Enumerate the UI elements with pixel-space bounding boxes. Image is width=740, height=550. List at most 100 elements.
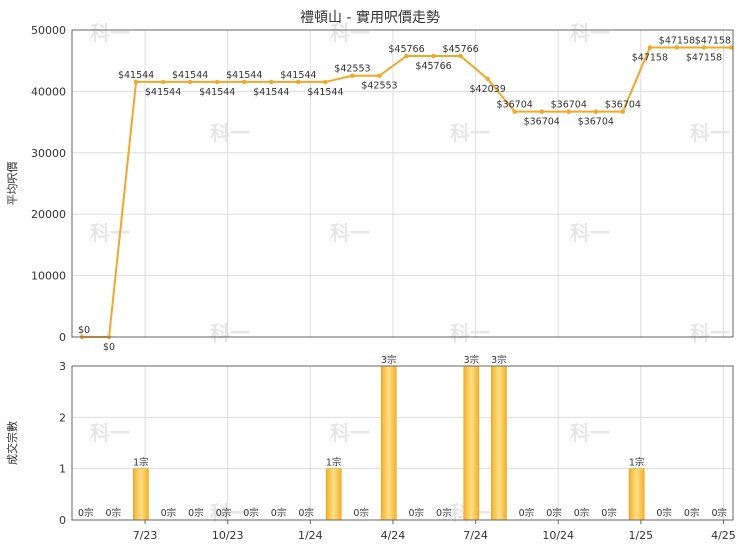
price-point [512, 109, 517, 114]
price-point [296, 79, 301, 85]
price-data-label: $47158 [695, 35, 731, 46]
watermark-text: 科一 [570, 421, 610, 445]
price-point [728, 45, 734, 50]
price-data-label: $47158 [659, 35, 695, 46]
price-point [242, 79, 247, 85]
price-data-label: $36704 [578, 117, 614, 128]
bottom-y-tick-label: 0 [59, 514, 66, 527]
price-point [620, 109, 626, 114]
axes: 0 10000 20000 30000 40000 50000 0 1 2 3 7/23 10/23 1… [31, 24, 736, 542]
bar-data-label: 3宗 [464, 354, 480, 366]
bar-data-label: 0宗 [161, 507, 177, 519]
bar-data-label: 0宗 [601, 507, 617, 519]
price-point [701, 45, 707, 50]
top-y-tick-label: 40000 [31, 85, 66, 98]
price-data-label: $45766 [415, 61, 451, 72]
price-point [404, 53, 409, 59]
watermark-text: 科一 [450, 121, 490, 145]
price-data-label: $36704 [551, 100, 587, 111]
price-point [647, 45, 653, 50]
x-tick-label: 1/24 [298, 529, 323, 542]
price-point [377, 73, 382, 78]
top-y-tick-label: 10000 [31, 270, 66, 283]
bar [325, 468, 342, 521]
bar-data-label: 0宗 [353, 507, 369, 519]
x-tick-label: 1/25 [628, 529, 653, 542]
bar-data-label: 0宗 [271, 507, 287, 519]
bar-data-label: 0宗 [216, 507, 232, 519]
price-data-label: $45766 [388, 44, 424, 55]
price-data-label: $42553 [361, 81, 397, 92]
bar-data-label: 0宗 [78, 507, 94, 519]
bar [380, 365, 397, 521]
bar-data-label: 1宗 [133, 457, 149, 469]
watermark-text: 科一 [330, 221, 370, 245]
x-tick-label: 7/23 [133, 529, 158, 542]
bar [133, 468, 149, 521]
top-plot-frame [71, 29, 734, 338]
price-point [133, 79, 139, 85]
price-data-label: $47158 [632, 52, 668, 63]
price-data-label: $41544 [118, 70, 154, 81]
bar-data-label: 3宗 [491, 354, 507, 366]
price-data-label: $41544 [199, 87, 235, 98]
price-point [539, 109, 544, 114]
watermark-text: 科一 [570, 221, 610, 245]
price-point [160, 79, 166, 85]
price-point [215, 79, 220, 85]
bar-data-label: 0宗 [546, 507, 562, 519]
bottom-y-axis-label: 成交宗數 [5, 421, 19, 465]
price-data-label: $41544 [307, 87, 343, 98]
bar-data-label: 0宗 [408, 507, 424, 519]
price-data-label: $42553 [334, 64, 370, 75]
price-data-label: $41544 [145, 87, 181, 98]
x-tick-label: 7/24 [463, 529, 488, 542]
price-point [350, 73, 355, 78]
price-data-label: $42039 [469, 84, 505, 95]
price-point [187, 79, 193, 85]
bottom-y-tick-label: 3 [59, 360, 66, 373]
bar-data-label: 0宗 [574, 507, 590, 519]
price-point [566, 109, 571, 114]
price-point [458, 53, 463, 59]
bar-data-label: 0宗 [711, 507, 727, 519]
bar-data-label: 0宗 [106, 507, 122, 519]
price-data-label: $45766 [442, 44, 478, 55]
bottom-plot-frame [71, 365, 734, 521]
price-data-label: $41544 [226, 70, 262, 81]
top-y-tick-label: 0 [59, 331, 66, 344]
bottom-y-tick-label: 1 [59, 463, 66, 476]
price-point [674, 45, 680, 50]
price-data-label: $0 [103, 342, 115, 353]
price-point [431, 53, 436, 59]
x-tick-label: 10/23 [212, 529, 244, 542]
watermark-text: 科一 [330, 21, 370, 45]
bar [463, 365, 480, 521]
bar [628, 468, 645, 521]
price-point [323, 79, 328, 85]
watermark-text: 科一 [210, 501, 250, 525]
top-y-tick-label: 20000 [31, 208, 66, 221]
price-data-label: $0 [78, 325, 90, 336]
price-data-label: $36704 [605, 100, 641, 111]
price-data-label: $36704 [497, 100, 533, 111]
price-data-label: $41544 [172, 70, 208, 81]
watermark-text: 科一 [210, 321, 250, 345]
top-y-tick-label: 30000 [31, 147, 66, 160]
bar-series: 0宗 0宗 1宗 0宗 0宗 0宗 0宗 0宗 0宗 1宗 0宗 3宗 0宗 0宗 3宗 3宗 0宗 0宗 0宗 0宗… [78, 354, 727, 521]
watermark-text: 科一 [570, 21, 610, 45]
top-y-tick-label: 50000 [31, 24, 66, 37]
watermark-text: 科一 [450, 321, 490, 345]
price-data-label: $41544 [280, 70, 316, 81]
watermark-text: 科一 [330, 421, 370, 445]
bar-data-label: 0宗 [188, 507, 204, 519]
x-tick-label: 4/24 [381, 529, 406, 542]
x-tick-label: 10/24 [542, 529, 574, 542]
top-y-axis-label: 平均呎價 [5, 162, 19, 206]
price-point [269, 79, 274, 85]
bar-data-label: 0宗 [519, 507, 535, 519]
x-tick-label: 4/25 [711, 529, 736, 542]
price-point [593, 109, 598, 114]
watermark-text: 科一 [90, 21, 130, 45]
